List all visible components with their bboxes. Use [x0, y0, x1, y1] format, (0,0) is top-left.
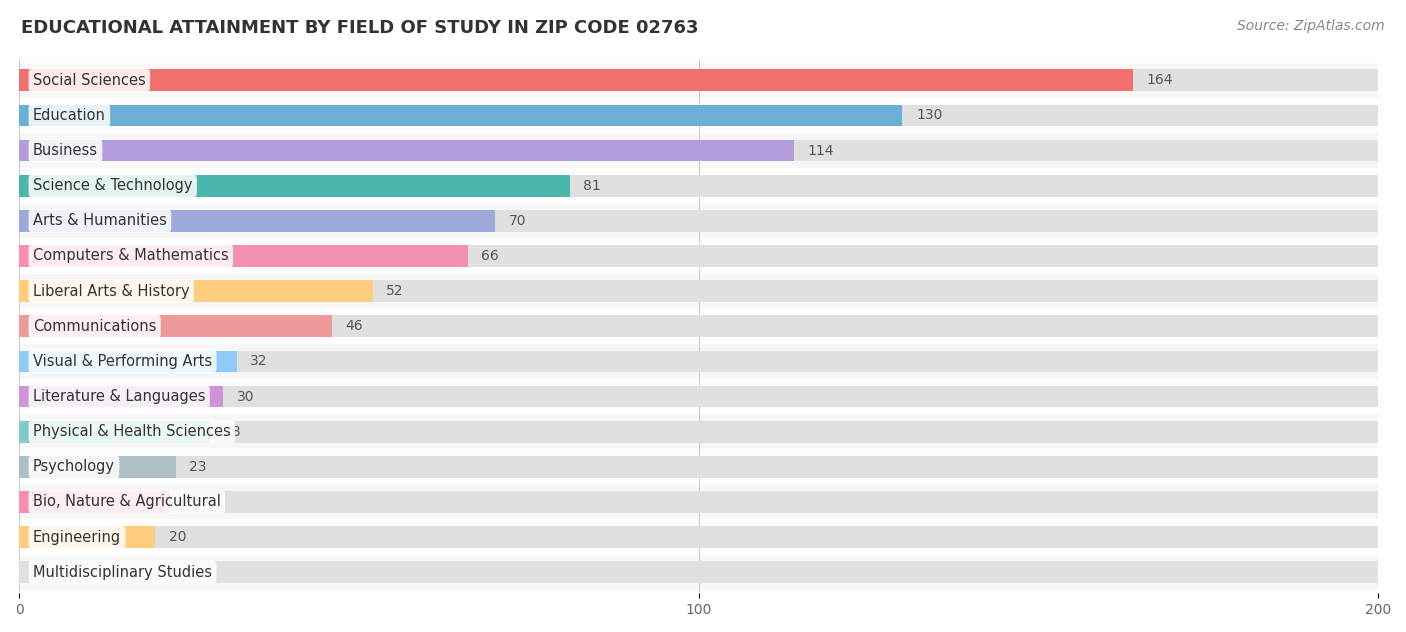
Bar	[20, 70, 1378, 91]
Text: EDUCATIONAL ATTAINMENT BY FIELD OF STUDY IN ZIP CODE 02763: EDUCATIONAL ATTAINMENT BY FIELD OF STUDY…	[21, 19, 699, 37]
Bar	[20, 491, 1378, 513]
Bar	[20, 421, 209, 442]
Bar	[20, 526, 155, 548]
Bar	[20, 63, 1378, 98]
Text: Education: Education	[32, 108, 105, 123]
Text: Bio, Nature & Agricultural: Bio, Nature & Agricultural	[32, 494, 221, 509]
Bar	[20, 175, 569, 197]
Text: 22: 22	[183, 495, 200, 509]
Bar	[20, 491, 169, 513]
Text: 52: 52	[387, 284, 404, 298]
Bar	[20, 449, 1378, 484]
Bar	[20, 315, 332, 337]
Bar	[20, 98, 1378, 133]
Text: Computers & Mathematics: Computers & Mathematics	[32, 248, 229, 264]
Text: Business: Business	[32, 143, 98, 158]
Bar	[20, 104, 903, 126]
Text: Multidisciplinary Studies: Multidisciplinary Studies	[32, 565, 212, 580]
Text: 20: 20	[169, 530, 187, 544]
Text: 81: 81	[583, 179, 600, 193]
Bar	[20, 555, 1378, 590]
Bar	[20, 351, 236, 372]
Bar	[20, 204, 1378, 238]
Bar	[20, 308, 1378, 344]
Bar	[20, 561, 1378, 583]
Text: Arts & Humanities: Arts & Humanities	[32, 214, 167, 228]
Text: Communications: Communications	[32, 319, 156, 334]
Text: 66: 66	[481, 249, 499, 263]
Text: 70: 70	[509, 214, 526, 228]
Text: Source: ZipAtlas.com: Source: ZipAtlas.com	[1237, 19, 1385, 33]
Text: Physical & Health Sciences: Physical & Health Sciences	[32, 424, 231, 439]
Bar	[20, 70, 1133, 91]
Bar	[20, 175, 1378, 197]
Text: 28: 28	[224, 425, 240, 439]
Text: 23: 23	[190, 460, 207, 474]
Text: 0: 0	[32, 565, 42, 579]
Bar	[20, 456, 1378, 478]
Bar	[20, 210, 1378, 232]
Text: 32: 32	[250, 355, 267, 368]
Bar	[20, 456, 176, 478]
Text: 114: 114	[807, 143, 834, 157]
Text: Visual & Performing Arts: Visual & Performing Arts	[32, 354, 212, 369]
Bar	[20, 386, 224, 408]
Bar	[20, 344, 1378, 379]
Text: Liberal Arts & History: Liberal Arts & History	[32, 284, 190, 299]
Bar	[20, 280, 1378, 302]
Bar	[20, 140, 1378, 162]
Bar	[20, 351, 1378, 372]
Text: 46: 46	[346, 319, 363, 333]
Text: Science & Technology: Science & Technology	[32, 178, 193, 193]
Bar	[20, 210, 495, 232]
Bar	[20, 238, 1378, 274]
Bar	[20, 421, 1378, 442]
Text: 30: 30	[236, 389, 254, 403]
Bar	[20, 526, 1378, 548]
Bar	[20, 104, 1378, 126]
Bar	[20, 315, 1378, 337]
Text: Social Sciences: Social Sciences	[32, 73, 146, 88]
Bar	[20, 280, 373, 302]
Text: 130: 130	[915, 109, 942, 123]
Bar	[20, 379, 1378, 414]
Bar	[20, 245, 1378, 267]
Bar	[20, 274, 1378, 308]
Text: Psychology: Psychology	[32, 459, 115, 474]
Bar	[20, 140, 794, 162]
Bar	[20, 168, 1378, 204]
Text: 164: 164	[1147, 73, 1174, 87]
Bar	[20, 414, 1378, 449]
Bar	[20, 133, 1378, 168]
Bar	[20, 245, 468, 267]
Bar	[20, 520, 1378, 555]
Bar	[20, 386, 1378, 408]
Bar	[20, 484, 1378, 520]
Text: Literature & Languages: Literature & Languages	[32, 389, 205, 404]
Text: Engineering: Engineering	[32, 530, 121, 545]
